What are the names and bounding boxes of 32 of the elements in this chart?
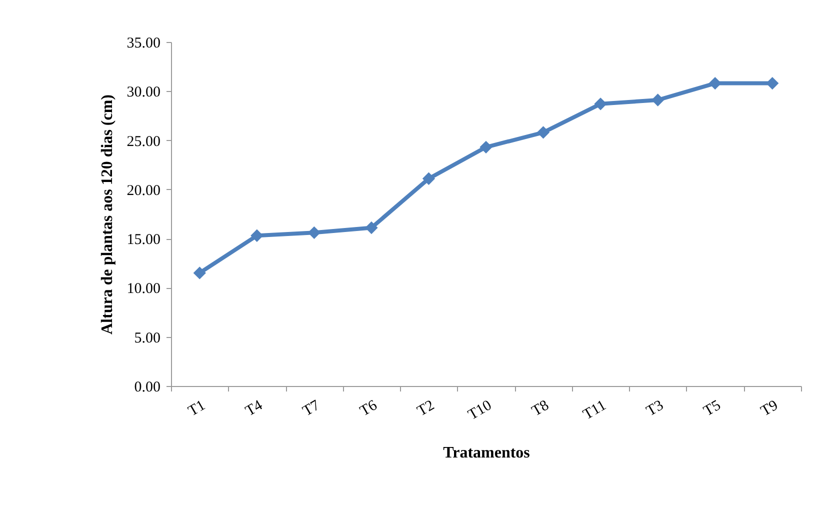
point <box>708 76 722 90</box>
x-tick-label: T6 <box>358 397 380 420</box>
x-tick-label: T4 <box>242 397 266 420</box>
x-axis-title: Tratamentos <box>443 444 530 462</box>
point <box>766 76 779 90</box>
x-tick-label: T8 <box>529 398 552 420</box>
y-tick-label: 30.00 <box>126 84 160 101</box>
y-tick-label: 20.00 <box>126 182 160 199</box>
x-tick-label: T7 <box>300 397 324 420</box>
x-tick-label: T10 <box>466 398 494 424</box>
y-tick-label: 35.00 <box>126 36 160 52</box>
point <box>536 126 550 139</box>
x-tick-label: T2 <box>414 398 438 420</box>
y-tick-label: 15.00 <box>126 232 160 248</box>
point <box>365 221 378 234</box>
y-tick-label: 25.00 <box>126 134 160 150</box>
y-tick-label: 10.00 <box>126 281 160 298</box>
x-tick-label: T9 <box>758 398 781 420</box>
x-tick-label: T1 <box>186 398 208 420</box>
x-tick-label: T3 <box>644 398 666 420</box>
point <box>250 229 264 242</box>
y-tick-label: 5.00 <box>134 330 160 346</box>
x-tick-label: T11 <box>580 398 610 424</box>
point <box>480 140 492 154</box>
point <box>422 172 436 185</box>
y-axis-title: Altura de plantas aos 120 dias (cm) <box>98 94 116 335</box>
point <box>308 226 321 239</box>
y-tick-label: 0.00 <box>134 380 160 396</box>
point <box>193 266 206 280</box>
point <box>651 94 664 106</box>
point <box>594 98 607 110</box>
x-tick-label: T5 <box>701 398 724 420</box>
